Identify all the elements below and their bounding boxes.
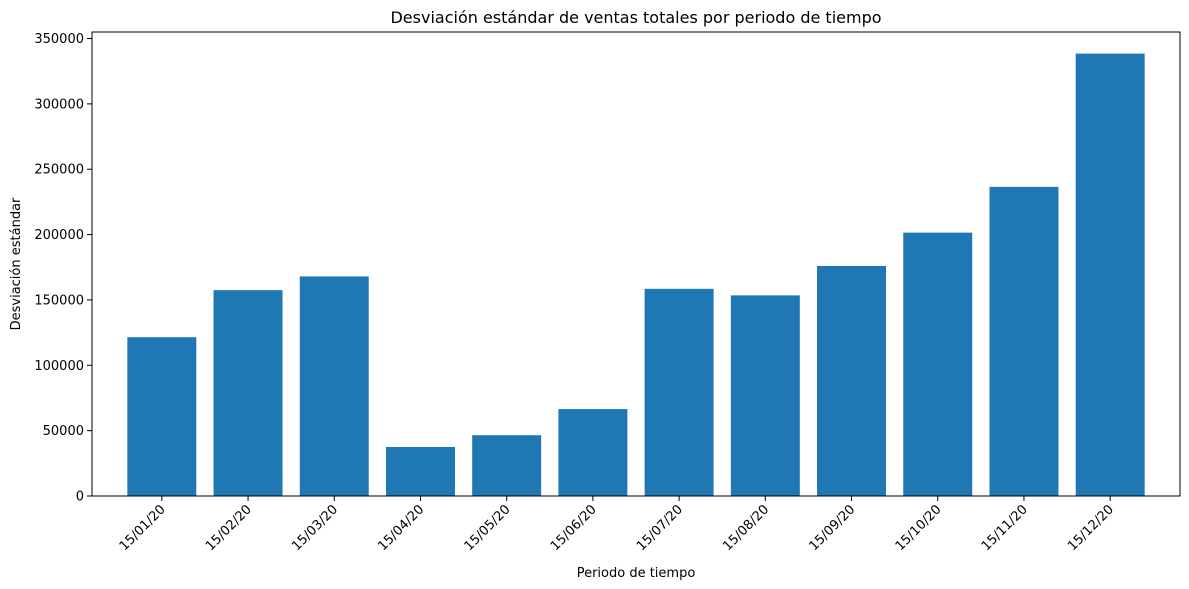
x-tick-label: 15/11/20 — [979, 502, 1031, 554]
x-axis-ticks: 15/01/20 15/02/20 15/03/20 15/04/20 15/05/20… — [117, 496, 1117, 554]
bar-5 — [472, 435, 542, 496]
x-tick-label: 15/09/20 — [806, 502, 858, 554]
x-tick-label: 15/10/20 — [893, 502, 945, 554]
x-tick-label: 15/03/20 — [289, 502, 341, 554]
x-tick-label: 15/04/20 — [375, 502, 427, 554]
y-tick-label: 200000 — [34, 228, 84, 243]
x-tick-label: 15/05/20 — [462, 502, 514, 554]
bar-11 — [989, 186, 1059, 496]
x-tick-label: 15/01/20 — [117, 502, 169, 554]
y-tick-label: 100000 — [34, 359, 84, 374]
x-axis-label: Periodo de tiempo — [577, 566, 696, 581]
bar-3 — [299, 276, 369, 496]
y-tick-label: 250000 — [34, 163, 84, 178]
bar-9 — [817, 265, 887, 496]
bar-8 — [730, 295, 800, 496]
bars-group — [127, 53, 1145, 497]
bar-2 — [213, 290, 283, 496]
x-tick-label: 15/06/20 — [548, 502, 600, 554]
y-tick-label: 300000 — [34, 97, 84, 112]
bar-4 — [385, 446, 455, 496]
bar-7 — [644, 288, 714, 496]
x-tick-label: 15/07/20 — [634, 502, 686, 554]
y-tick-label: 150000 — [34, 293, 84, 308]
y-tick-label: 50000 — [43, 424, 84, 439]
bar-10 — [903, 232, 973, 496]
x-tick-label: 15/02/20 — [203, 502, 255, 554]
bar-6 — [558, 409, 628, 496]
x-tick-label: 15/12/20 — [1065, 502, 1117, 554]
x-tick-label: 15/08/20 — [720, 502, 772, 554]
chart-title: Desviación estándar de ventas totales po… — [390, 8, 881, 27]
bar-1 — [127, 337, 197, 496]
bar-12 — [1075, 53, 1145, 497]
y-axis-ticks: 0 50000 100000 150000 200000 250000 300000 3500… — [34, 32, 92, 505]
y-axis-label: Desviación estándar — [9, 197, 24, 330]
y-tick-label: 0 — [76, 490, 84, 505]
y-tick-label: 350000 — [34, 32, 84, 47]
plot-frame — [91, 31, 1181, 497]
